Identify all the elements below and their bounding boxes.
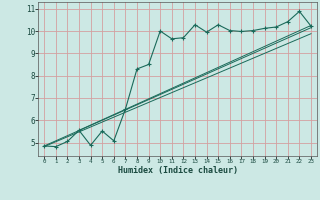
X-axis label: Humidex (Indice chaleur): Humidex (Indice chaleur) [118, 166, 238, 175]
